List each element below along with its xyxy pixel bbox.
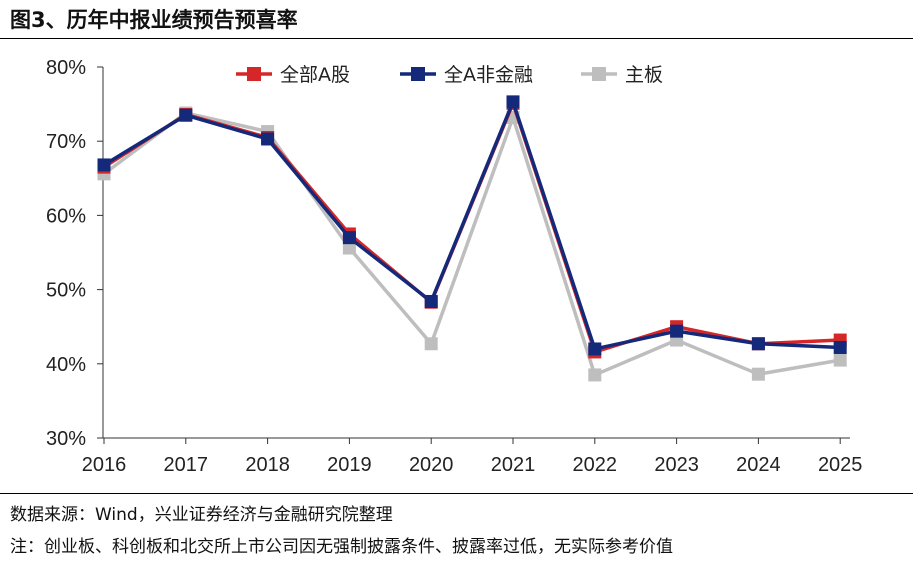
series-lines [97,95,847,382]
series-2-point [424,337,438,351]
y-tick-label: 60% [46,205,86,227]
series-1-point [97,158,111,172]
legend-label-1: 全A非金融 [444,64,533,86]
footnote: 注：创业板、科创板和北交所上市公司因无强制披露条件、披露率过低，无实际参考价值 [10,537,673,557]
legend-label-0: 全部A股 [280,64,350,86]
x-tick-label: 2025 [818,454,863,476]
line-chart: 30%40%50%60%70%80% 2016 2017 2018 2019 2020 2… [46,57,863,476]
y-tick-label: 70% [46,131,86,153]
series-2-point [833,353,847,367]
x-tick-label: 2017 [164,454,209,476]
top-divider [0,38,913,39]
series-1-point [833,340,847,354]
x-tick-label: 2021 [491,454,536,476]
series-1-point [751,337,765,351]
y-tick-label: 30% [46,428,86,450]
legend-label-2: 主板 [625,64,663,86]
y-axis: 30% 40% 50% 60% 70% 80% [46,57,104,450]
x-tick-label: 2018 [245,454,290,476]
x-tick-label: 2023 [654,454,699,476]
series-2-point [588,368,602,382]
x-axis: 2016 2017 2018 2019 2020 2021 2022 2023 2024 2025 [82,437,863,476]
series-1-point [670,324,684,338]
figure-title: 图3、历年中报业绩预告预喜率 [10,8,298,32]
series-1-point [342,231,356,245]
legend: 全部A股 全A非金融 主板 [236,64,663,86]
series-2-point [751,367,765,381]
series-1-line [103,100,841,351]
x-tick-label: 2022 [573,454,618,476]
legend-marker-1 [411,67,425,81]
legend-marker-2 [592,67,606,81]
source-note: 数据来源：Wind，兴业证券经济与金融研究院整理 [10,505,393,525]
y-tick-label: 40% [46,354,86,376]
series-1-point [506,95,520,109]
series-2-point [342,241,356,255]
x-tick-label: 2024 [736,454,781,476]
series-2-line [102,111,841,377]
bottom-divider [0,493,913,494]
series-1-point [424,294,438,308]
x-tick-label: 2019 [327,454,372,476]
series-1-point [588,342,602,356]
x-tick-label: 2016 [82,454,127,476]
y-tick-label: 80% [46,57,86,79]
x-tick-label: 2020 [409,454,454,476]
series-1-point [179,108,193,122]
y-tick-label: 50% [46,280,86,302]
series-1-point [261,132,275,146]
legend-marker-0 [247,67,261,81]
